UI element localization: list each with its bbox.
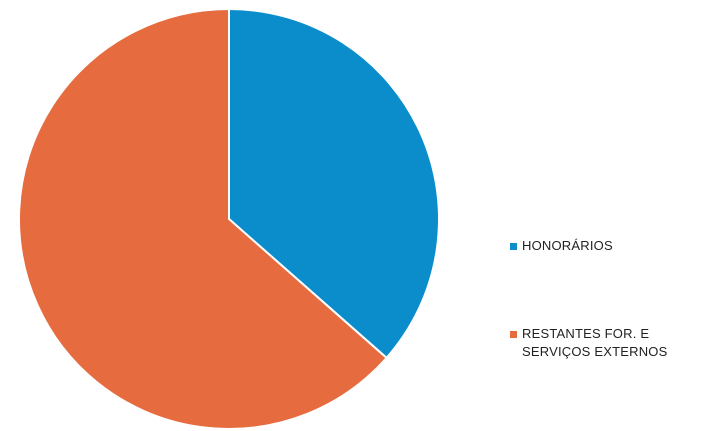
pie-slices [18, 7, 440, 429]
pie-slice-honorarios [228, 7, 440, 360]
legend-label-restantes: RESTANTES FOR. E SERVIÇOS EXTERNOS [522, 326, 668, 359]
legend-item-honorarios: HONORÁRIOS [510, 237, 715, 255]
legend-label-honorarios: HONORÁRIOS [522, 238, 613, 253]
legend-item-restantes: RESTANTES FOR. E SERVIÇOS EXTERNOS [510, 325, 715, 361]
chart-legend: HONORÁRIOS RESTANTES FOR. E SERVIÇOS EXT… [510, 237, 715, 431]
legend-swatch-honorarios [510, 243, 517, 250]
pie-slice-restantes [18, 7, 388, 429]
legend-swatch-restantes [510, 331, 517, 338]
